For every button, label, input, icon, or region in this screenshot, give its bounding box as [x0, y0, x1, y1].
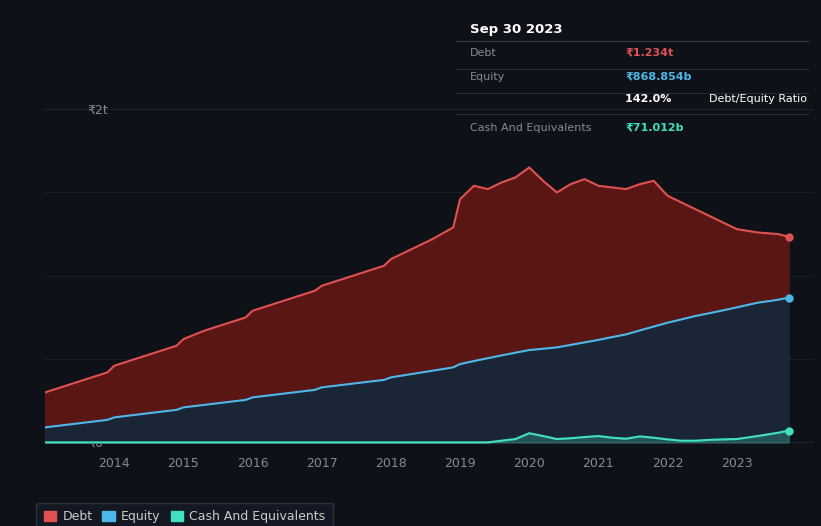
Legend: Debt, Equity, Cash And Equivalents: Debt, Equity, Cash And Equivalents [36, 503, 333, 526]
Text: Sep 30 2023: Sep 30 2023 [470, 23, 562, 36]
Text: Debt/Equity Ratio: Debt/Equity Ratio [709, 94, 807, 104]
Text: ₹1.234t: ₹1.234t [625, 48, 673, 58]
Text: Debt: Debt [470, 48, 497, 58]
Text: Cash And Equivalents: Cash And Equivalents [470, 123, 591, 133]
Text: ₹868.854b: ₹868.854b [625, 72, 691, 82]
Text: ₹71.012b: ₹71.012b [625, 123, 684, 133]
Text: 142.0%: 142.0% [625, 94, 676, 104]
Text: Equity: Equity [470, 72, 505, 82]
